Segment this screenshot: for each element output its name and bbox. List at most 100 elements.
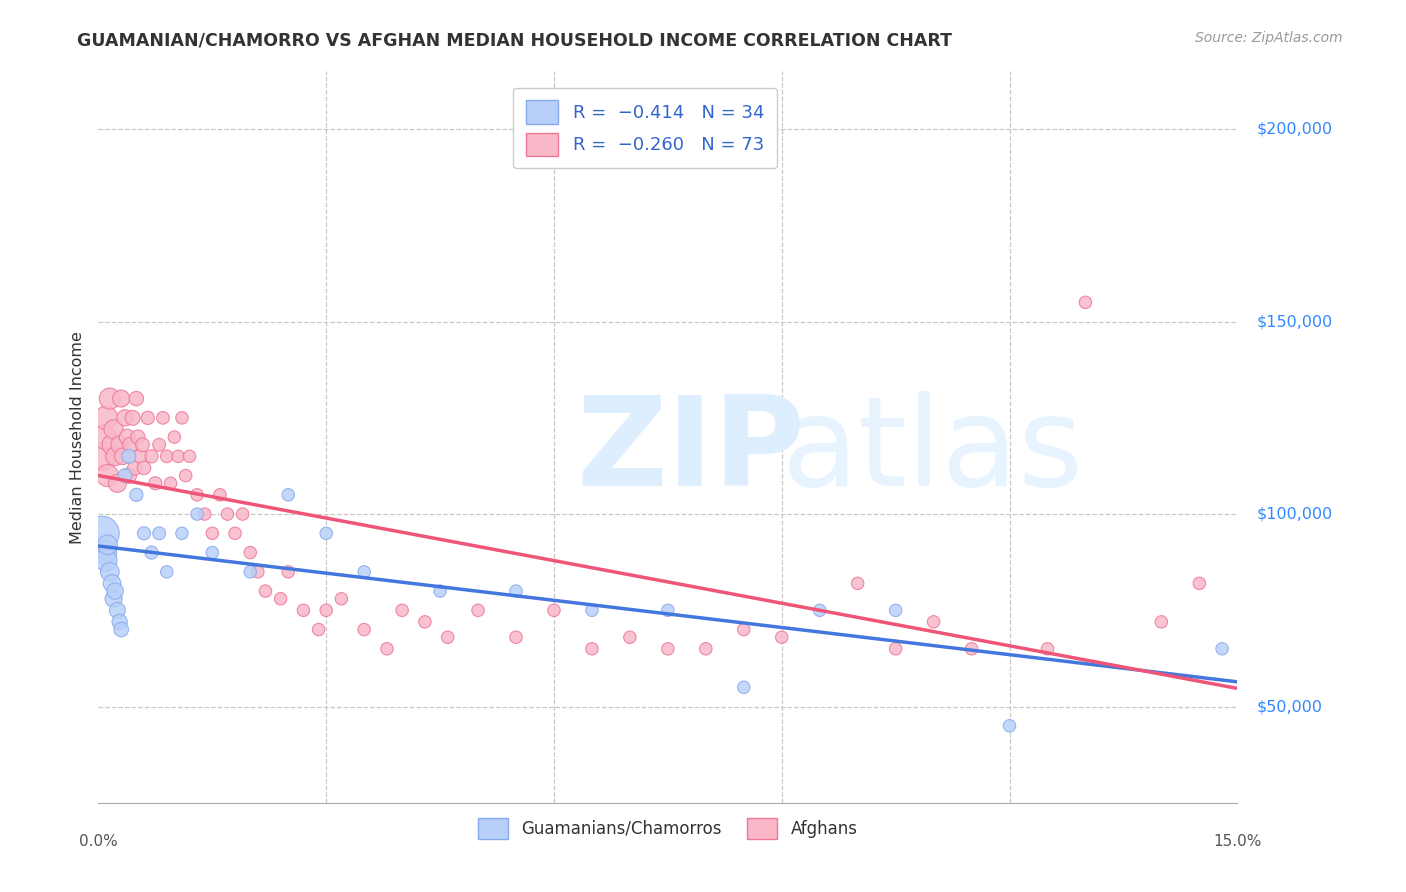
Point [132, 461, 155, 475]
Point [93, 430, 115, 444]
Text: ZIP: ZIP [576, 392, 806, 512]
Point [170, 410, 193, 425]
Point [136, 410, 159, 425]
Point [121, 410, 143, 425]
Point [120, 438, 142, 452]
Point [110, 623, 132, 637]
Point [101, 438, 124, 452]
Point [101, 576, 124, 591]
Point [118, 468, 141, 483]
Point [124, 461, 146, 475]
Point [194, 507, 217, 521]
Point [330, 591, 353, 606]
Point [277, 565, 299, 579]
Point [315, 526, 337, 541]
Point [292, 603, 315, 617]
Point [94, 410, 117, 425]
Point [770, 630, 793, 644]
Point [98, 392, 121, 406]
Point [152, 410, 174, 425]
Point [114, 410, 136, 425]
Point [505, 584, 527, 599]
Point [170, 526, 193, 541]
Point [277, 488, 299, 502]
Point [733, 623, 755, 637]
Point [186, 488, 208, 502]
Point [208, 488, 231, 502]
Point [103, 422, 125, 436]
Point [1150, 615, 1173, 629]
Text: 15.0%: 15.0% [1213, 834, 1261, 848]
Point [125, 392, 148, 406]
Text: $100,000: $100,000 [1257, 507, 1333, 522]
Point [179, 450, 201, 464]
Point [436, 630, 458, 644]
Point [91, 526, 114, 541]
Point [1074, 295, 1097, 310]
Point [110, 392, 132, 406]
Point [581, 603, 603, 617]
Point [239, 565, 262, 579]
Point [353, 623, 375, 637]
Point [129, 450, 152, 464]
Point [657, 641, 679, 656]
Point [98, 565, 121, 579]
Point [108, 438, 131, 452]
Point [93, 545, 115, 559]
Point [148, 526, 170, 541]
Point [174, 468, 197, 483]
Point [808, 603, 831, 617]
Point [695, 641, 717, 656]
Point [239, 545, 262, 559]
Point [148, 438, 170, 452]
Point [270, 591, 292, 606]
Y-axis label: Median Household Income: Median Household Income [69, 331, 84, 543]
Point [125, 488, 148, 502]
Point [108, 615, 131, 629]
Point [505, 630, 527, 644]
Point [94, 553, 117, 567]
Point [107, 476, 129, 491]
Point [163, 430, 186, 444]
Point [96, 468, 118, 483]
Point [186, 507, 208, 521]
Point [467, 603, 489, 617]
Point [246, 565, 269, 579]
Point [733, 681, 755, 695]
Point [375, 641, 398, 656]
Point [1188, 576, 1211, 591]
Point [581, 641, 603, 656]
Text: $50,000: $50,000 [1257, 699, 1322, 714]
Point [156, 565, 179, 579]
Point [111, 450, 134, 464]
Point [413, 615, 436, 629]
Text: 0.0%: 0.0% [79, 834, 118, 848]
Point [91, 450, 114, 464]
Text: GUAMANIAN/CHAMORRO VS AFGHAN MEDIAN HOUSEHOLD INCOME CORRELATION CHART: GUAMANIAN/CHAMORRO VS AFGHAN MEDIAN HOUS… [77, 31, 952, 49]
Text: $150,000: $150,000 [1257, 314, 1333, 329]
Point [156, 450, 179, 464]
Point [167, 450, 190, 464]
Point [619, 630, 641, 644]
Point [159, 476, 181, 491]
Point [131, 438, 153, 452]
Point [104, 584, 127, 599]
Point [922, 615, 945, 629]
Point [132, 526, 155, 541]
Point [141, 545, 163, 559]
Point [201, 545, 224, 559]
Point [103, 591, 125, 606]
Point [232, 507, 254, 521]
Point [308, 623, 330, 637]
Point [118, 450, 141, 464]
Point [884, 641, 907, 656]
Point [141, 450, 163, 464]
Text: atlas: atlas [782, 392, 1084, 512]
Point [114, 468, 136, 483]
Text: Source: ZipAtlas.com: Source: ZipAtlas.com [1195, 31, 1343, 45]
Point [104, 450, 127, 464]
Point [96, 538, 118, 552]
Point [224, 526, 246, 541]
Legend: Guamanians/Chamorros, Afghans: Guamanians/Chamorros, Afghans [471, 811, 865, 846]
Point [960, 641, 983, 656]
